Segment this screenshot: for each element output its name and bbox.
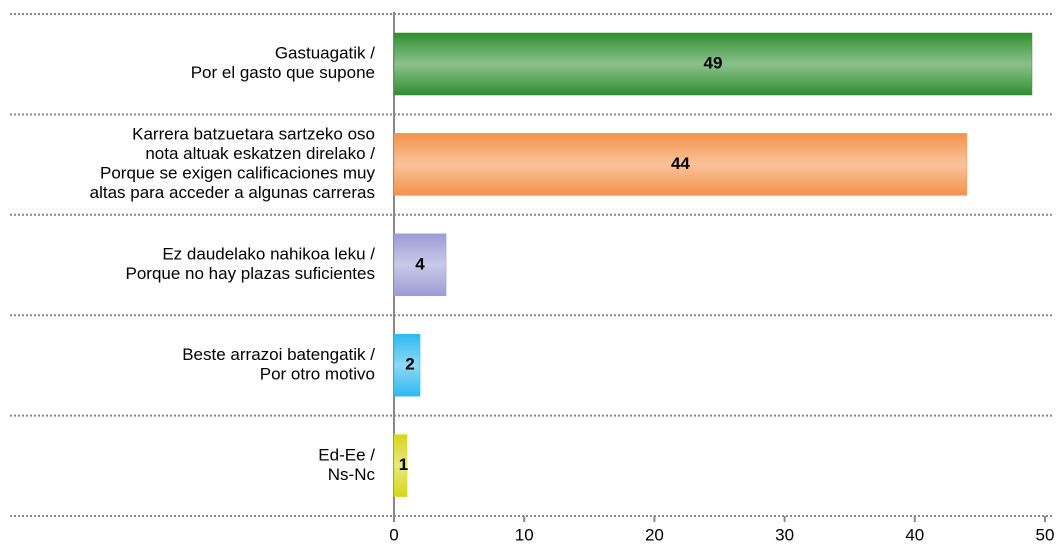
- category-label: Ed-Ee /: [318, 445, 375, 464]
- bar: [393, 133, 968, 196]
- x-tick-label: 10: [515, 525, 534, 544]
- category-label: Ns-Nc: [328, 465, 376, 484]
- bar: [393, 233, 447, 297]
- category-label: Porque se exigen calificaciones muy: [100, 164, 375, 183]
- category-label: Karrera batzuetara sartzeko oso: [132, 125, 375, 144]
- category-label: altas para acceder a algunas carreras: [90, 183, 375, 202]
- value-label: 2: [405, 355, 414, 374]
- category-label: Gastuagatik /: [275, 44, 375, 63]
- value-label: 4: [415, 254, 425, 273]
- value-label: 44: [671, 154, 690, 173]
- bar: [393, 32, 1033, 96]
- category-label: Beste arrazoi batengatik /: [182, 345, 375, 364]
- x-tick-label: 0: [389, 525, 398, 544]
- category-label: Ez daudelako nahikoa leku /: [162, 245, 375, 264]
- value-label: 49: [704, 53, 723, 72]
- x-tick-label: 30: [775, 525, 794, 544]
- x-tick-label: 40: [905, 525, 924, 544]
- category-label: Porque no hay plazas suficientes: [126, 264, 376, 283]
- bar: [393, 434, 408, 497]
- category-label: nota altuak eskatzen direlako /: [145, 144, 375, 163]
- category-label: Por otro motivo: [260, 364, 375, 383]
- x-tick-label: 20: [645, 525, 664, 544]
- bar: [393, 333, 421, 397]
- value-label: 1: [399, 455, 408, 474]
- category-label: Por el gasto que supone: [191, 63, 375, 82]
- x-tick-label: 50: [1036, 525, 1055, 544]
